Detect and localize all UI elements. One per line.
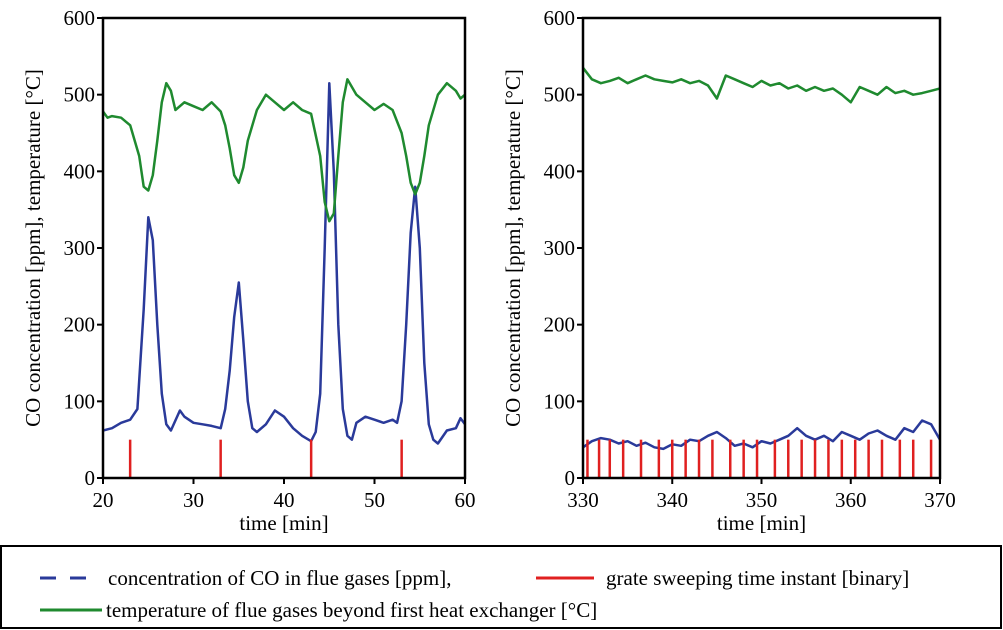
right-series-co-line	[583, 419, 940, 451]
left-ytick-label: 600	[64, 6, 96, 30]
right-xtick-label: 330	[567, 488, 599, 512]
left-plot-area	[103, 78, 465, 478]
right-ytick-label: 400	[544, 159, 576, 183]
left-xtick-label: 50	[364, 488, 385, 512]
left-ytick-label: 500	[64, 83, 96, 107]
right-ytick-label: 500	[544, 83, 576, 107]
right-plot-area	[583, 67, 940, 478]
legend-sweep-label: grate sweeping time instant [binary]	[606, 566, 909, 590]
left-ytick-label: 300	[64, 236, 96, 260]
left-xtick-label: 30	[183, 488, 204, 512]
right-ytick-label: 600	[544, 6, 576, 30]
legend-box	[0, 545, 1002, 629]
chart-right: 330 340 350 360 370 0 100 200 300 400 500 600 time […	[501, 6, 956, 535]
right-xtick-label: 340	[657, 488, 689, 512]
left-ytick-label: 200	[64, 313, 96, 337]
left-xtick-label: 60	[455, 488, 476, 512]
right-series-temp-line	[583, 67, 940, 104]
right-xtick-label: 370	[924, 488, 956, 512]
left-series-temp-line	[103, 78, 465, 223]
right-ytick-label: 200	[544, 313, 576, 337]
left-xlabel: time [min]	[239, 511, 328, 535]
left-ytick-label: 400	[64, 159, 96, 183]
right-xtick-label: 350	[746, 488, 778, 512]
right-xtick-label: 360	[835, 488, 867, 512]
legend: concentration of CO in flue gases [ppm],…	[0, 545, 1002, 629]
legend-co-label: concentration of CO in flue gases [ppm],	[108, 566, 452, 590]
right-ytick-label: 300	[544, 236, 576, 260]
left-xtick-label: 40	[274, 488, 295, 512]
left-ytick-label: 0	[85, 466, 96, 490]
left-xtick-label: 20	[93, 488, 114, 512]
right-ytick-label: 0	[565, 466, 576, 490]
left-ytick-label: 100	[64, 389, 96, 413]
left-ylabel: CO concentration [ppm], temperature [°C]	[21, 69, 45, 427]
right-ytick-label: 100	[544, 389, 576, 413]
right-ylabel: CO concentration [ppm], temperature [°C]	[501, 69, 525, 427]
legend-temp-label: temperature of flue gases beyond first h…	[106, 598, 597, 622]
left-series-co-line	[103, 81, 465, 445]
right-xlabel: time [min]	[717, 511, 806, 535]
